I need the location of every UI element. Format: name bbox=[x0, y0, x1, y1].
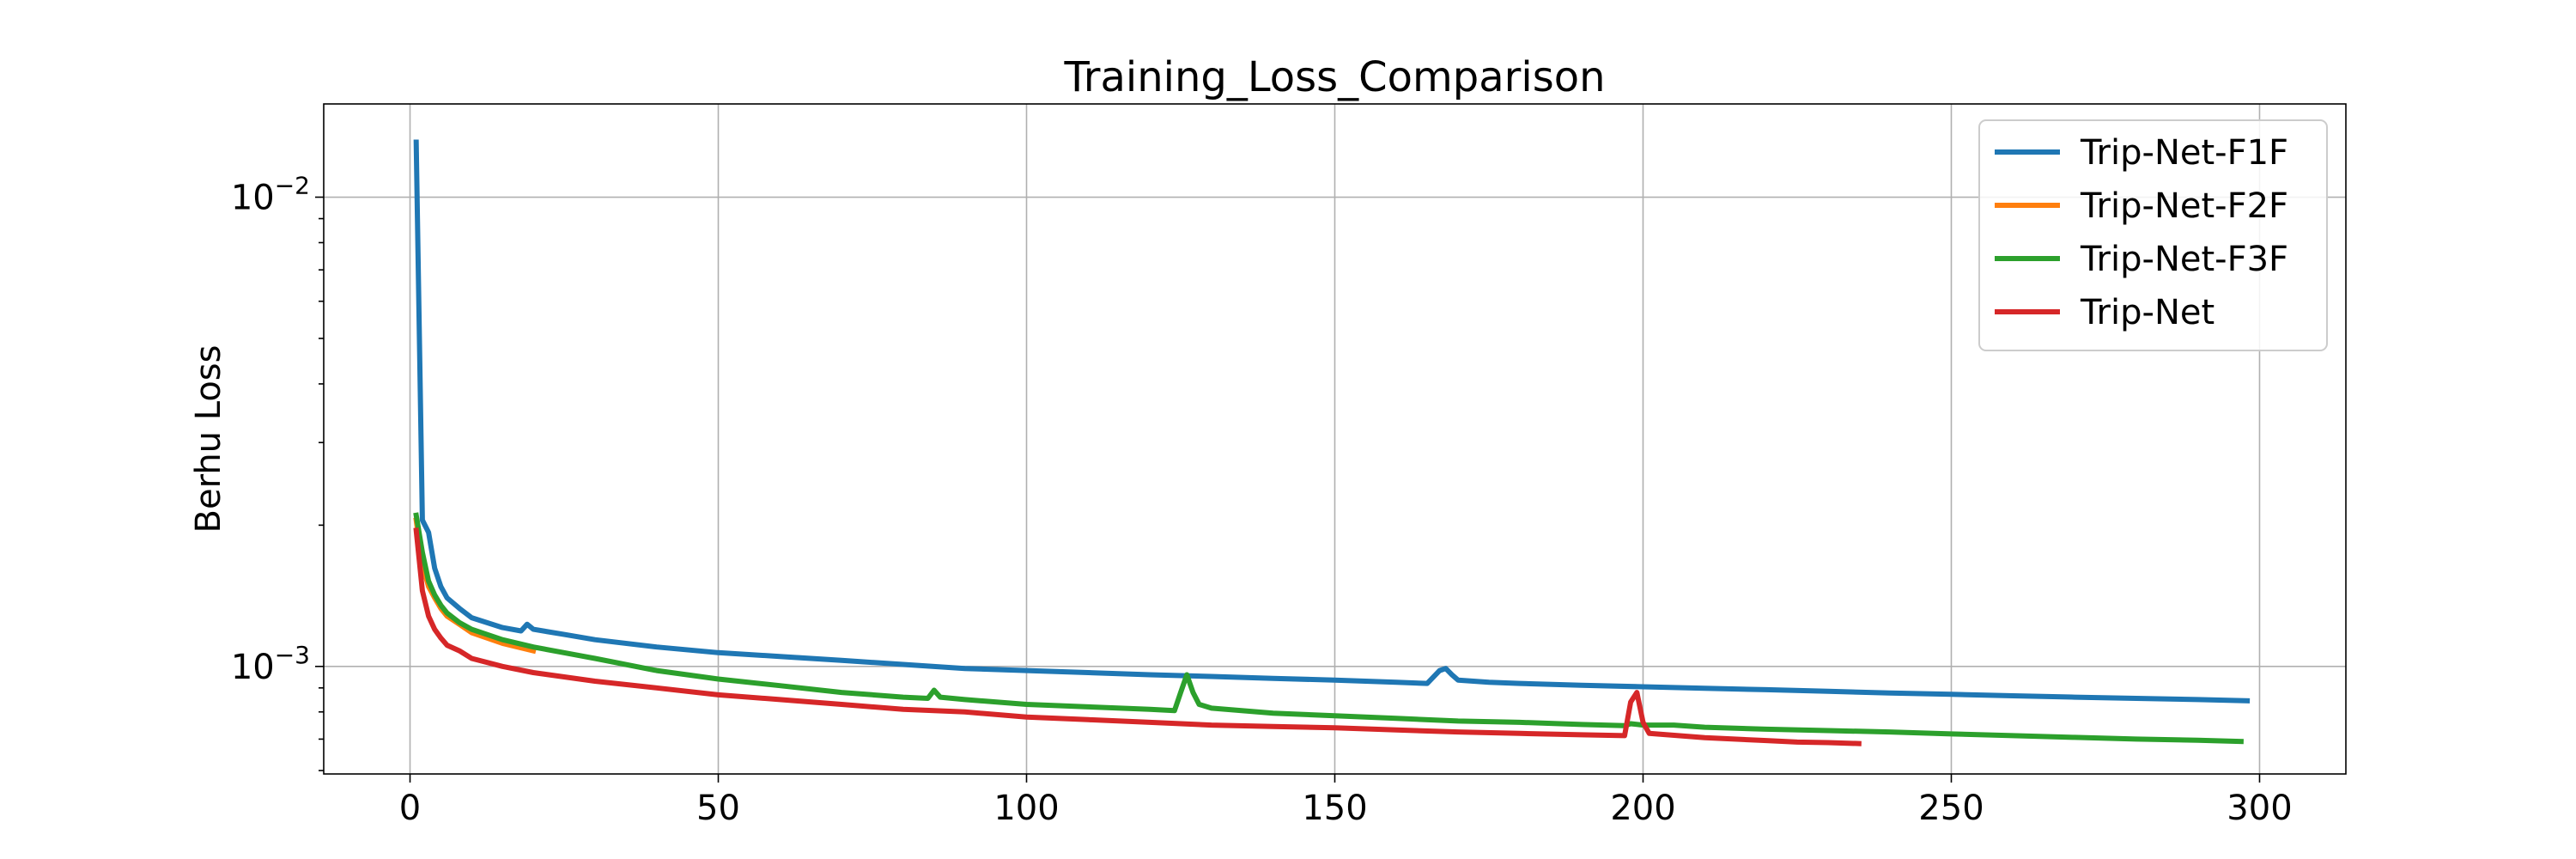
series-line-trip-net-f3f bbox=[413, 512, 2244, 745]
series-layer bbox=[413, 139, 2251, 746]
legend-label: Trip-Net-F3F bbox=[2080, 240, 2288, 279]
x-tick-label: 300 bbox=[2227, 789, 2292, 828]
x-tick-label: 100 bbox=[993, 789, 1059, 828]
series-line-trip-net bbox=[413, 527, 1862, 746]
legend: Trip-Net-F1F Trip-Net-F2F Trip-Net-F3F Trip… bbox=[1978, 119, 2328, 351]
legend-box bbox=[1978, 119, 2328, 351]
series-line-trip-net-f1f bbox=[413, 139, 2251, 704]
y-tick-label: 10−3 bbox=[231, 641, 310, 687]
y-tick-label: 10−2 bbox=[231, 172, 310, 218]
x-tick-label: 0 bbox=[399, 789, 421, 828]
chart-title: Training_Loss_Comparison bbox=[1063, 53, 1605, 101]
grid-layer bbox=[324, 104, 2346, 774]
legend-label: Trip-Net-F2F bbox=[2080, 186, 2288, 226]
x-tick-label: 200 bbox=[1610, 789, 1675, 828]
x-tick-label: 50 bbox=[696, 789, 740, 828]
legend-label: Trip-Net bbox=[2080, 293, 2215, 332]
legend-label: Trip-Net-F1F bbox=[2080, 133, 2288, 173]
tick-layer: 0 50 100 150 200 250 300 10−2 10−3 bbox=[231, 172, 2293, 828]
y-axis-label: Berhu Loss bbox=[189, 345, 228, 533]
x-tick-label: 150 bbox=[1302, 789, 1367, 828]
x-tick-label: 250 bbox=[1918, 789, 1984, 828]
